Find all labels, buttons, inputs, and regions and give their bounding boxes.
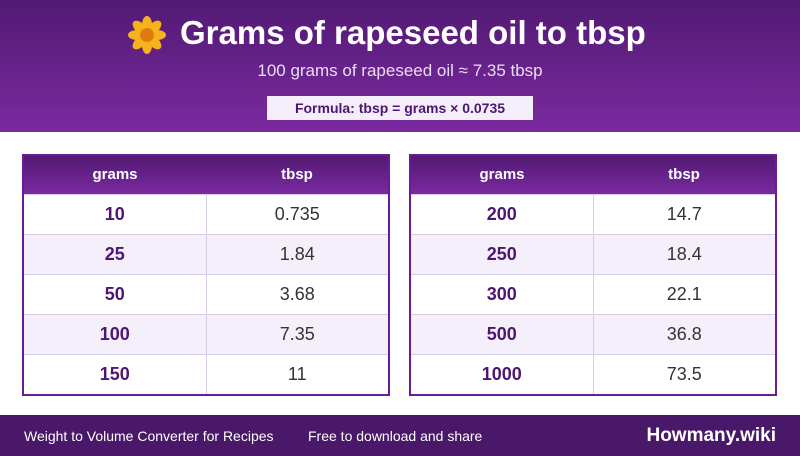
tbsp-cell: 36.8 <box>666 324 702 344</box>
brand: Howmany.wiki <box>646 425 776 446</box>
tbsp-cell: 7.35 <box>279 324 315 344</box>
grams-cell: 100 <box>24 315 207 354</box>
table-row: 10 0.735 <box>24 194 388 234</box>
grams-cell: 25 <box>24 235 207 274</box>
footer: Weight to Volume Converter for Recipes F… <box>0 415 800 456</box>
table-row: 150 11 <box>24 354 388 394</box>
table: grams tbsp 200 14.7 250 18.4 300 22.1 500 36.8 100… <box>409 154 777 396</box>
tbsp-cell: 1.84 <box>279 244 315 264</box>
tbsp-cell: 11 <box>287 364 307 384</box>
header: Grams of rapeseed oil to tbsp 100 grams … <box>0 0 800 132</box>
table-row: 500 36.8 <box>411 314 775 354</box>
header-row: grams tbsp <box>24 156 388 194</box>
tbsp-cell: 3.68 <box>279 284 315 304</box>
grams-cell: 50 <box>24 275 207 314</box>
formula: Formula: tbsp = grams × 0.0735 <box>267 96 533 120</box>
subtitle: 100 grams of rapeseed oil ≈ 7.35 tbsp <box>257 61 543 80</box>
table: grams tbsp 10 0.735 25 1.84 50 3.68 100 7.35 150 11 <box>22 154 390 396</box>
column-header: tbsp <box>668 166 700 183</box>
grams-cell: 250 <box>411 235 594 274</box>
tbsp-cell: 18.4 <box>666 244 702 264</box>
table-row: 25 1.84 <box>24 234 388 274</box>
column-header: tbsp <box>281 166 313 183</box>
tbsp-cell: 73.5 <box>666 364 702 384</box>
column-header: grams <box>92 166 138 183</box>
grams-cell: 10 <box>24 195 207 234</box>
tbsp-cell: 22.1 <box>666 284 702 304</box>
table-row: 1000 73.5 <box>411 354 775 394</box>
column-header: grams <box>479 166 525 183</box>
flower-icon <box>128 16 166 54</box>
table-row: 200 14.7 <box>411 194 775 234</box>
footer-text: Weight to Volume Converter for Recipes <box>24 428 274 444</box>
table-row: 100 7.35 <box>24 314 388 354</box>
title: Grams of rapeseed oil to tbsp <box>180 14 646 51</box>
table-row: 50 3.68 <box>24 274 388 314</box>
table-row: 250 18.4 <box>411 234 775 274</box>
grams-cell: 200 <box>411 195 594 234</box>
header-row: grams tbsp <box>411 156 775 194</box>
tbsp-cell: 14.7 <box>666 204 702 224</box>
footer-text: Free to download and share <box>308 428 483 444</box>
grams-cell: 300 <box>411 275 594 314</box>
grams-cell: 1000 <box>411 355 594 394</box>
tbsp-cell: 0.735 <box>274 204 320 224</box>
grams-cell: 500 <box>411 315 594 354</box>
grams-cell: 150 <box>24 355 207 394</box>
table-row: 300 22.1 <box>411 274 775 314</box>
